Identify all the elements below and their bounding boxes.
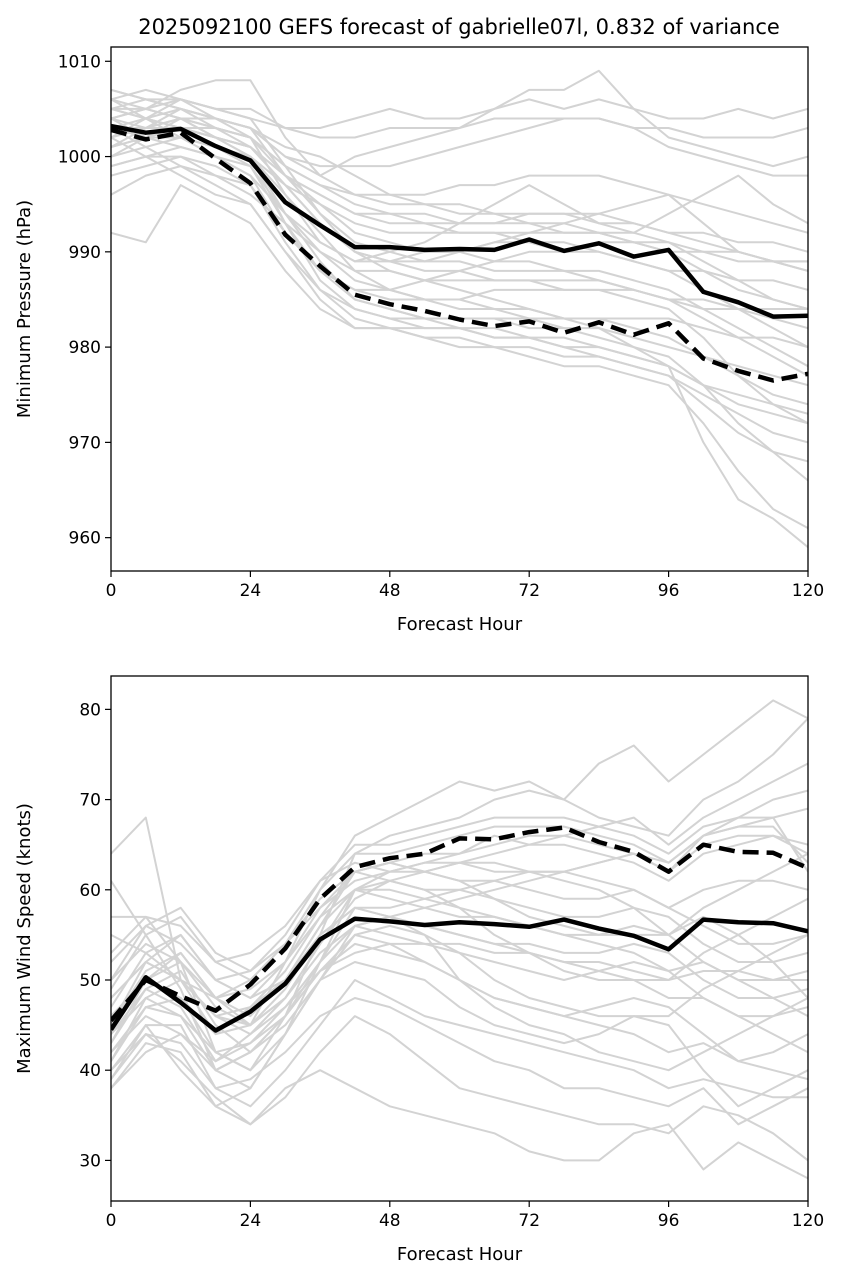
wind-member-line: [111, 825, 808, 990]
wind-member-line: [111, 888, 808, 999]
pressure-y-tick-label: 1010: [58, 52, 101, 72]
pressure-member-line: [111, 127, 808, 310]
wind-x-tick-label: 48: [379, 1211, 401, 1231]
pressure-x-tick-label: 0: [106, 581, 117, 601]
wind-y-tick-label: 30: [79, 1151, 101, 1171]
wind-member-line: [111, 979, 808, 1108]
wind-member-line: [111, 1033, 808, 1180]
wind-panel: 0 24 48 72 96 120 30 40 50 60 70 80 Forecast Hour Max…: [14, 675, 824, 1265]
wind-member-line: [111, 834, 808, 1008]
wind-mean-line: [111, 916, 808, 1033]
pressure-y-tick-label: 960: [69, 529, 101, 549]
wind-x-tick-label: 24: [240, 1211, 262, 1231]
wind-x-tick-label: 0: [106, 1211, 117, 1231]
pressure-member-line: [111, 69, 808, 177]
wind-plot-area: [111, 699, 808, 1180]
wind-member-line: [111, 879, 808, 1063]
pressure-member-line: [111, 155, 808, 330]
pressure-x-axis-label: Forecast Hour: [397, 614, 523, 635]
wind-x-tick-label: 120: [792, 1211, 824, 1231]
pressure-y-tick-label: 990: [69, 243, 101, 263]
wind-y-tick-label: 40: [79, 1061, 101, 1081]
wind-dashed-line: [111, 825, 808, 1023]
pressure-plot-area: [111, 69, 808, 548]
wind-member-line: [111, 924, 808, 1072]
figure-title: 2025092100 GEFS forecast of gabrielle07l…: [138, 15, 780, 39]
wind-member-line: [111, 1015, 808, 1162]
wind-x-axis-label: Forecast Hour: [397, 1244, 523, 1265]
pressure-member-line: [111, 88, 808, 377]
pressure-member-line: [111, 88, 808, 548]
pressure-member-line: [111, 165, 808, 529]
wind-member-line: [111, 699, 808, 1027]
wind-member-line: [111, 942, 808, 1089]
pressure-member-line: [111, 107, 808, 415]
wind-member-line: [111, 906, 808, 1018]
pressure-member-line: [111, 107, 808, 291]
wind-member-line: [111, 861, 808, 999]
pressure-member-line: [111, 155, 808, 444]
pressure-x-tick-label: 72: [518, 581, 540, 601]
pressure-x-tick-label: 120: [792, 581, 824, 601]
pressure-y-axis-label: Minimum Pressure (hPa): [14, 200, 35, 418]
wind-y-tick-label: 60: [79, 881, 101, 901]
wind-x-tick-label: 72: [518, 1211, 540, 1231]
pressure-axes-frame: [110, 46, 809, 572]
wind-axes-frame: [110, 675, 809, 1202]
pressure-y-tick-label: 1000: [58, 148, 101, 168]
pressure-y-tick-label: 970: [69, 433, 101, 453]
pressure-mean-line: [111, 123, 808, 319]
pressure-dashed-line: [111, 127, 808, 383]
wind-y-tick-label: 80: [79, 700, 101, 720]
wind-y-axis-label: Maximum Wind Speed (knots): [14, 803, 35, 1074]
wind-member-line: [111, 870, 808, 981]
pressure-member-line: [111, 117, 808, 272]
wind-member-line: [111, 997, 808, 1126]
pressure-x-tick-label: 24: [240, 581, 262, 601]
wind-member-line: [111, 915, 808, 1108]
wind-x-tick-label: 96: [658, 1211, 680, 1231]
pressure-x-tick-label: 48: [379, 581, 401, 601]
pressure-panel: 0 24 48 72 96 120 960 970 980 990 1000 1010 Forecast…: [14, 46, 824, 635]
pressure-y-tick-label: 980: [69, 338, 101, 358]
wind-y-tick-label: 50: [79, 971, 101, 991]
pressure-member-line: [111, 127, 808, 425]
wind-y-tick-label: 70: [79, 791, 101, 811]
pressure-x-tick-label: 96: [658, 581, 680, 601]
